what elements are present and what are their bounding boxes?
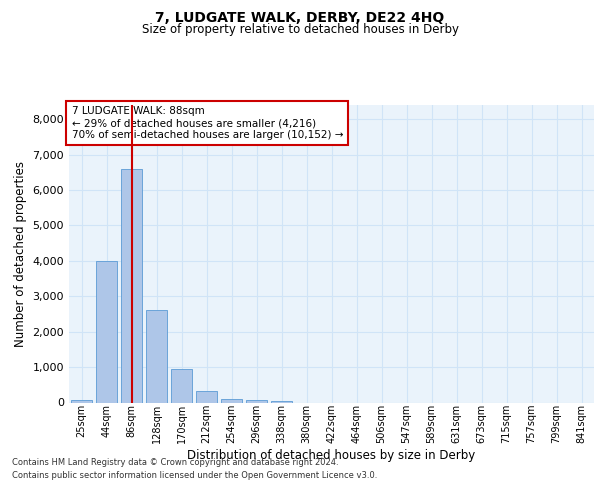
Text: 7 LUDGATE WALK: 88sqm
← 29% of detached houses are smaller (4,216)
70% of semi-d: 7 LUDGATE WALK: 88sqm ← 29% of detached … (71, 106, 343, 140)
Bar (221, 399, 242, 402)
Text: 7, LUDGATE WALK, DERBY, DE22 4HQ: 7, LUDGATE WALK, DERBY, DE22 4HQ (155, 10, 445, 24)
Bar (71, 400, 92, 402)
Bar (271, 400, 292, 402)
Text: Contains HM Land Registry data © Crown copyright and database right 2024.: Contains HM Land Registry data © Crown c… (12, 458, 338, 467)
Bar (121, 169, 142, 402)
Y-axis label: Number of detached properties: Number of detached properties (14, 161, 27, 347)
X-axis label: Distribution of detached houses by size in Derby: Distribution of detached houses by size … (187, 449, 476, 462)
Bar (96, 261, 117, 402)
Bar (171, 369, 192, 402)
Text: Size of property relative to detached houses in Derby: Size of property relative to detached ho… (142, 22, 458, 36)
Bar (146, 310, 167, 402)
Text: Contains public sector information licensed under the Open Government Licence v3: Contains public sector information licen… (12, 472, 377, 480)
Bar (246, 400, 267, 402)
Bar (196, 391, 217, 402)
